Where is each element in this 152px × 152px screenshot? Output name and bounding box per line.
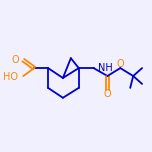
Text: O: O: [12, 55, 19, 65]
Text: O: O: [117, 59, 124, 69]
Text: NH: NH: [98, 63, 112, 73]
Text: O: O: [104, 89, 111, 99]
Text: HO: HO: [3, 72, 18, 82]
